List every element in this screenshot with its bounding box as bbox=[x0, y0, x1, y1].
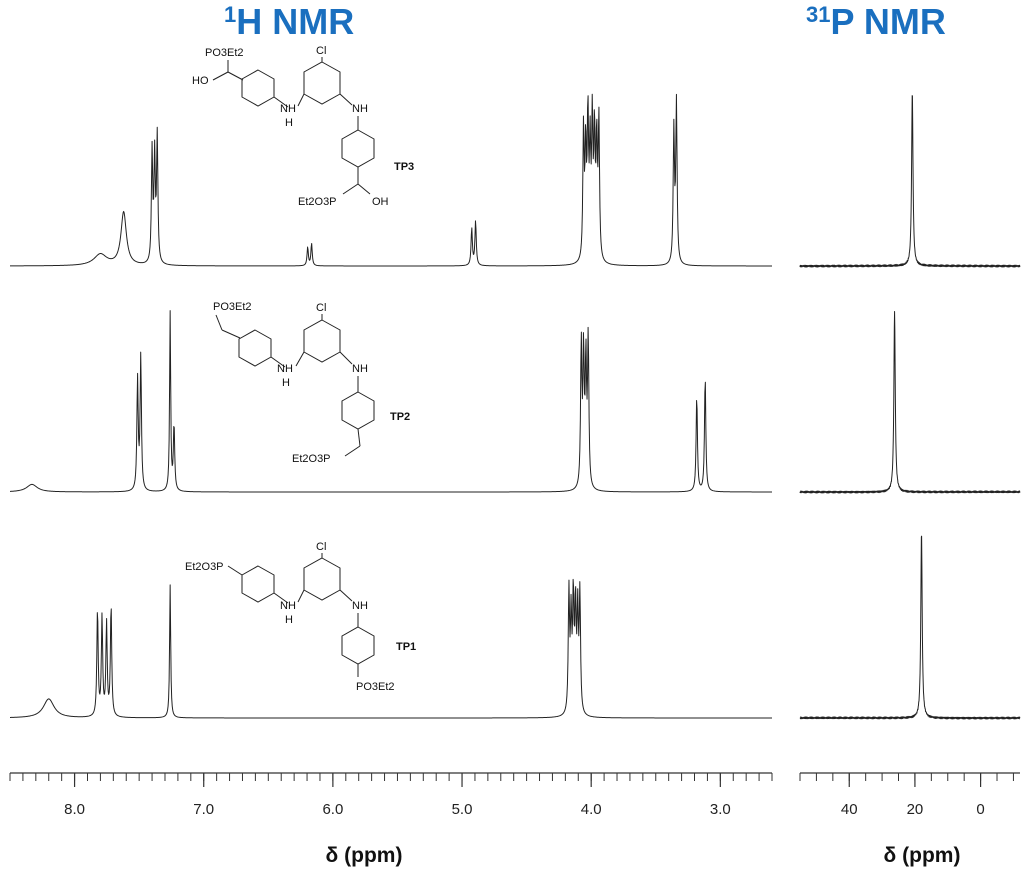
p-nmr-title: 31P NMR bbox=[806, 1, 946, 42]
h-nmr-tick-label: 5.0 bbox=[452, 801, 473, 818]
p-nmr-tick-label: 0 bbox=[976, 801, 984, 818]
h-nmr-tick-label: 3.0 bbox=[710, 801, 731, 818]
h-nmr-tick-label: 7.0 bbox=[193, 801, 214, 818]
tp3-nh-left: NH bbox=[280, 103, 296, 115]
tp1-nh-left-h: H bbox=[285, 614, 293, 626]
tp2-po3et2: PO3Et2 bbox=[213, 301, 252, 313]
tp2-et2o3p: Et2O3P bbox=[292, 453, 331, 465]
molecule-tp1: Et2O3P NH H Cl NH PO3Et2 TP1 bbox=[185, 541, 416, 693]
tp3-po3et2: PO3Et2 bbox=[205, 47, 244, 59]
p-nmr-tick-label: 20 bbox=[907, 801, 924, 818]
p-nmr-spectra bbox=[799, 95, 1021, 720]
tp3-nh-right: NH bbox=[352, 103, 368, 115]
tp3-cl: Cl bbox=[316, 45, 326, 57]
tp1-nh-right: NH bbox=[352, 600, 368, 612]
p-nmr-spectrum-tp2 bbox=[799, 310, 1021, 494]
tp2-nh-right: NH bbox=[352, 363, 368, 375]
p-xlabel: δ (ppm) bbox=[884, 844, 961, 867]
tp1-label: TP1 bbox=[396, 641, 416, 653]
tp2-nh-left: NH bbox=[277, 363, 293, 375]
molecule-tp3: PO3Et2 HO NH H Cl NH Et2O3P OH TP3 bbox=[192, 45, 414, 208]
tp1-et2o3p: Et2O3P bbox=[185, 561, 224, 573]
p-nmr-spectrum-tp3 bbox=[799, 95, 1021, 268]
tp3-oh: OH bbox=[372, 196, 389, 208]
p-nmr-x-axis: 40 20 0 bbox=[799, 772, 1020, 818]
h-nmr-tick-label: 4.0 bbox=[581, 801, 602, 818]
h-nmr-spectrum-tp2 bbox=[9, 310, 772, 493]
tp2-cl: Cl bbox=[316, 302, 326, 314]
h-nmr-spectrum-tp3 bbox=[10, 93, 772, 267]
tp1-nh-left: NH bbox=[280, 600, 296, 612]
h-nmr-tick-label: 6.0 bbox=[322, 801, 343, 818]
h-nmr-x-axis: 8.0 7.0 6.0 5.0 4.0 3.0 bbox=[9, 772, 773, 818]
h-nmr-spectrum-tp1 bbox=[9, 578, 772, 719]
tp1-cl: Cl bbox=[316, 541, 326, 553]
h-xlabel: δ (ppm) bbox=[326, 844, 403, 867]
h-nmr-title: 1H NMR bbox=[224, 1, 354, 42]
tp2-label: TP2 bbox=[390, 411, 410, 423]
molecule-tp2: PO3Et2 NH H Cl NH Et2O3P TP2 bbox=[213, 301, 410, 465]
tp1-po3et2: PO3Et2 bbox=[356, 681, 395, 693]
tp3-et2o3p: Et2O3P bbox=[298, 196, 337, 208]
h-nmr-tick-label: 8.0 bbox=[64, 801, 85, 818]
tp3-label: TP3 bbox=[394, 161, 414, 173]
h-nmr-spectra bbox=[9, 93, 772, 719]
p-nmr-tick-label: 40 bbox=[841, 801, 858, 818]
tp3-nh-left-h: H bbox=[285, 117, 293, 129]
p-nmr-spectrum-tp1 bbox=[799, 535, 1021, 720]
tp3-ho: HO bbox=[192, 75, 209, 87]
tp2-nh-left-h: H bbox=[282, 377, 290, 389]
